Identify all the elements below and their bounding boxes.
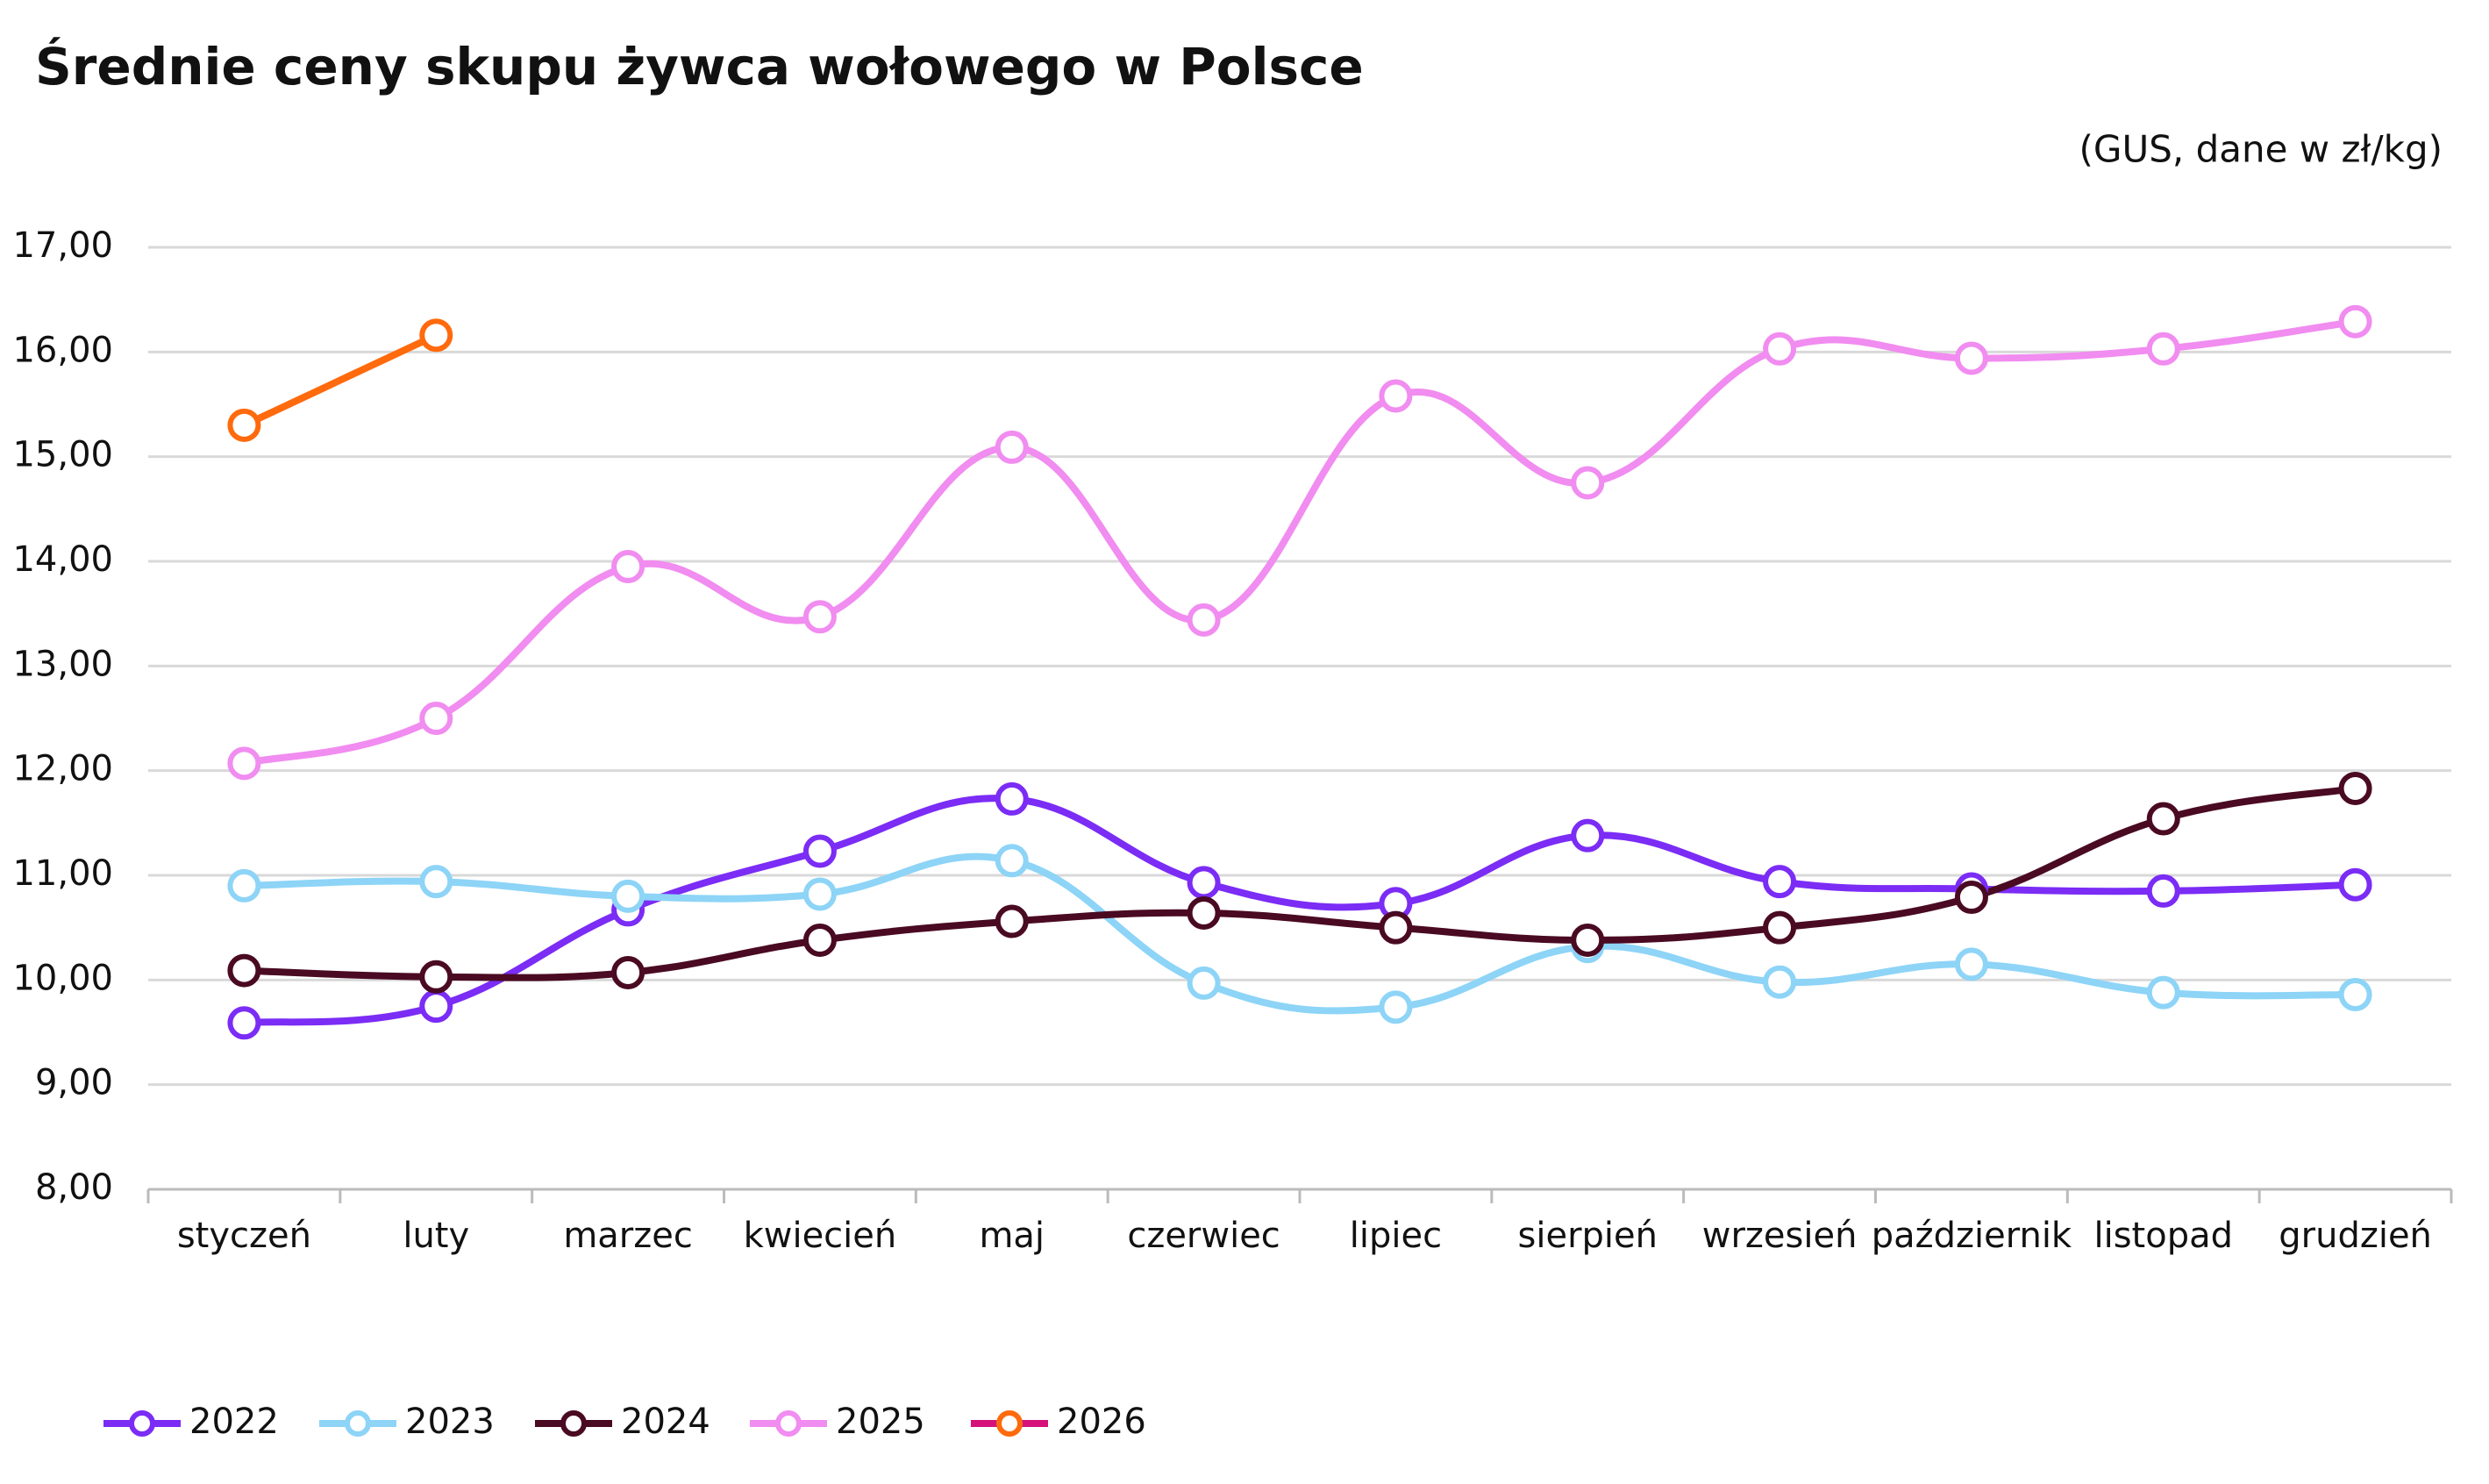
series-marker xyxy=(419,989,453,1024)
y-tick-label: 10,00 xyxy=(12,958,113,998)
legend-marker xyxy=(345,1410,371,1437)
x-tick-label: czerwiec xyxy=(1127,1216,1280,1256)
y-tick-label: 14,00 xyxy=(12,539,113,580)
series-marker xyxy=(802,834,837,868)
series-marker xyxy=(1763,910,1797,945)
y-tick-label: 13,00 xyxy=(12,644,113,684)
series-marker xyxy=(1763,865,1797,899)
series-marker xyxy=(2146,802,2180,836)
series-marker xyxy=(419,865,453,899)
series-marker xyxy=(802,877,837,911)
series-marker xyxy=(995,904,1029,938)
series-line xyxy=(240,795,2359,1027)
legend-marker xyxy=(775,1410,802,1437)
chart-title: Średnie ceny skupu żywca wołowego w Pols… xyxy=(35,36,1364,96)
legend-marker xyxy=(560,1410,587,1437)
legend-label: 2024 xyxy=(621,1402,710,1442)
series-marker xyxy=(802,600,837,634)
series-marker xyxy=(1187,966,1221,1000)
y-tick-label: 11,00 xyxy=(12,853,113,894)
series-marker xyxy=(2338,978,2372,1012)
series-marker xyxy=(419,960,453,994)
series-marker xyxy=(995,844,1029,878)
legend-label: 2025 xyxy=(836,1402,925,1442)
series-marker xyxy=(1187,603,1221,637)
x-tick-label: styczeń xyxy=(177,1216,311,1256)
series-marker xyxy=(1571,818,1605,853)
series-marker xyxy=(1763,332,1797,366)
chart-subtitle: (GUS, dane w zł/kg) xyxy=(2079,128,2443,171)
legend-marker xyxy=(129,1410,155,1437)
series-marker xyxy=(1571,923,1605,957)
y-tick-label: 15,00 xyxy=(12,435,113,475)
series-marker xyxy=(227,868,261,903)
y-tick-label: 12,00 xyxy=(12,749,113,789)
series-marker xyxy=(802,923,837,957)
series-marker xyxy=(2146,975,2180,1010)
series-marker xyxy=(995,430,1029,464)
series-marker xyxy=(2146,332,2180,366)
x-tick-label: grudzień xyxy=(2279,1216,2432,1256)
y-tick-label: 8,00 xyxy=(35,1167,113,1208)
series-line xyxy=(240,853,2359,1015)
series-marker xyxy=(1379,379,1413,413)
series-marker xyxy=(1954,947,1988,981)
x-tick-label: kwiecień xyxy=(744,1216,897,1256)
series-marker xyxy=(227,1006,261,1040)
legend-label: 2022 xyxy=(189,1402,279,1442)
x-tick-label: listopad xyxy=(2093,1216,2233,1256)
series-marker xyxy=(2338,771,2372,805)
series-marker xyxy=(419,702,453,735)
legend-label: 2023 xyxy=(405,1402,495,1442)
series-marker xyxy=(611,955,645,989)
y-tick-label: 9,00 xyxy=(35,1063,113,1103)
series-marker xyxy=(995,781,1029,816)
series-marker xyxy=(2338,867,2372,902)
x-tick-label: sierpień xyxy=(1518,1216,1658,1256)
series-marker xyxy=(1763,965,1797,999)
series-marker xyxy=(1379,990,1413,1024)
series-line xyxy=(240,332,440,429)
series-marker xyxy=(1187,866,1221,900)
series-marker xyxy=(227,746,261,781)
series-marker xyxy=(1379,910,1413,945)
series-marker xyxy=(1954,881,1988,915)
series-marker xyxy=(611,879,645,913)
legend-label: 2026 xyxy=(1057,1402,1146,1442)
series-line xyxy=(240,784,2359,981)
series-marker xyxy=(419,318,453,353)
series-marker xyxy=(1571,466,1605,500)
series-marker xyxy=(1954,341,1988,375)
series-marker xyxy=(227,953,261,988)
series-marker xyxy=(2146,874,2180,908)
x-tick-label: marzec xyxy=(563,1216,693,1256)
series-line xyxy=(240,317,2359,767)
legend-marker xyxy=(996,1410,1023,1437)
series-marker xyxy=(227,408,261,442)
series-marker xyxy=(2338,304,2372,339)
y-tick-label: 17,00 xyxy=(12,225,113,266)
x-tick-label: luty xyxy=(403,1216,469,1256)
series-marker xyxy=(1187,895,1221,930)
series-marker xyxy=(611,549,645,583)
y-tick-label: 16,00 xyxy=(12,330,113,370)
x-tick-label: październik xyxy=(1872,1216,2072,1256)
x-tick-label: wrzesień xyxy=(1702,1216,1858,1256)
x-tick-label: maj xyxy=(979,1216,1045,1256)
x-tick-label: lipiec xyxy=(1350,1216,1442,1256)
